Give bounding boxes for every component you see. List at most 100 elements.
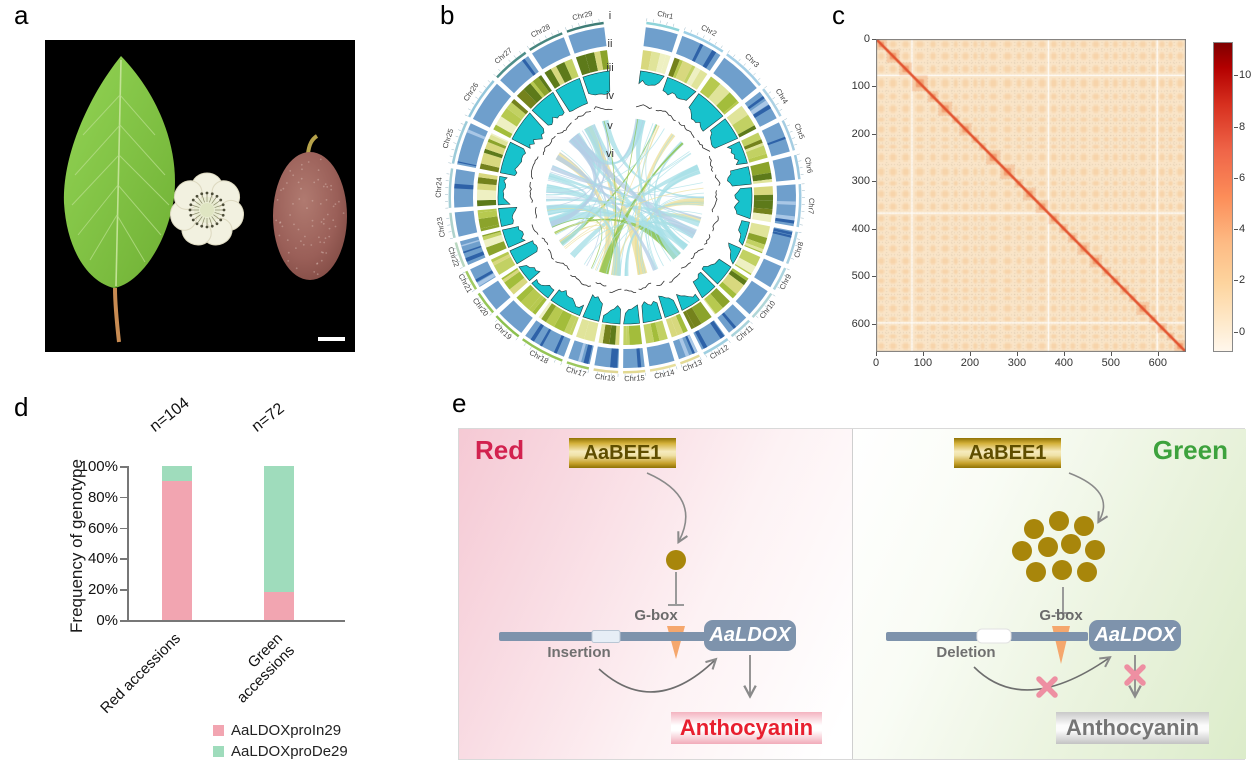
chromosome-label: Chr11 [734,323,755,343]
diagram-graphics [499,472,1146,761]
track-iii-segment [483,234,504,248]
fruit-speckle [330,188,333,191]
synteny-strand [645,124,690,243]
track-iii-segment [668,57,680,78]
track-label-v: v [607,120,613,132]
chromosome-label: Chr15 [624,373,645,383]
chromosome-label: Chr13 [681,358,703,374]
anther-dot [189,213,193,217]
synteny-strand [558,124,605,241]
synteny-strand [547,208,614,275]
track-v-line [655,109,676,122]
track-iii-segment [655,320,668,341]
track-v-line [624,289,637,293]
anther-dot [221,203,225,207]
track-iii-segment [516,89,537,109]
legend-item-de29: AaLDOXproDe29 [213,743,348,760]
track-iii-segment [753,207,773,215]
anther-dot [210,224,214,228]
y-axis-title: Frequency of genotype [67,459,86,633]
track-v-line [638,282,652,291]
ruler-tick [748,68,751,71]
flower-image [169,172,245,246]
track-v-line [542,135,556,156]
synteny-ribbon [634,133,676,275]
track-ii-stripe [522,58,536,76]
stamen-filament [196,216,203,224]
track-iii-segment [495,116,517,134]
track-iii-segment [723,101,739,115]
synteny-ribbon [554,218,681,260]
track-iii-segment [737,125,757,138]
track-iii-segment [741,132,762,147]
synteny-strand [573,128,603,166]
fruit-speckle [320,259,323,262]
ruler-tick [798,231,802,233]
fruit-speckle [328,235,331,238]
track-iv-histogram [582,294,603,322]
ruler-tick [702,35,705,39]
track-iv-histogram [509,240,538,265]
track-ii-stripe [767,136,786,146]
track-iv-histogram [623,304,640,325]
track-iii-segment [528,295,545,313]
track-iv-histogram [518,265,541,282]
legend: AaLDOXproIn29 AaLDOXproDe29 [213,722,348,764]
ruler-tick [780,280,784,283]
track-v-line [529,181,533,203]
chromosome-label: Chr26 [461,81,480,103]
track-i-ideogram [593,368,619,374]
synteny-strand [577,124,606,164]
sample-size-label: n=104 [146,394,193,436]
track-iii-segment [482,231,502,241]
synteny-strand [650,170,700,267]
track-iii-segment [716,92,738,114]
y-axis-line [127,466,129,620]
track-iv-histogram [499,141,526,176]
track-iii-segment [609,325,617,345]
fruit-speckle [325,252,328,254]
track-v-line [574,111,591,120]
track-i-ideogram [649,363,677,372]
fruit-speckle [328,227,331,230]
fruit-speckle [325,199,328,201]
stamen-filament [213,199,221,206]
ruler-tick [728,340,731,344]
track-label-vi: vi [606,148,614,160]
synteny-ribbon [546,184,679,258]
y-tick-label: 60% [87,519,118,537]
track-i-ideogram [781,120,796,151]
track-v-line [593,106,613,111]
track-iii-segment [691,301,712,324]
track-iv-histogram [727,166,752,187]
synteny-ribbon [589,124,688,249]
track-iv-histogram [701,258,732,285]
ruler-tick [541,353,544,357]
sample-size-label: n=72 [248,400,288,436]
anther-dot [215,194,219,198]
track-iv-histogram [638,70,665,86]
deletion-effect-arrow [973,658,1109,691]
ruler-tick [720,45,723,49]
track-iii-segment [675,313,688,334]
fruit-speckle [332,205,335,208]
track-iii-segment [594,51,604,71]
track-iii-segment [576,318,590,340]
track-v-line [678,121,695,139]
track-v-line [709,156,714,172]
genotype-frequency-chart: Frequency of genotype 0% 20% 40% 60% 80% 100%… [0,392,470,768]
track-v-line [697,140,711,152]
fruit-speckle [319,241,322,243]
synteny-strand [563,187,704,248]
track-ii-band [646,342,675,367]
track-iii-segment [683,310,695,330]
fruit-speckle [311,225,314,227]
stamen-filament [190,212,200,216]
track-i-ideogram [468,80,495,118]
heatmap-y-tick-label: 200 [851,127,870,140]
track-iii-segment [504,271,525,290]
track-iii-segment [753,186,773,196]
track-iii-segment [480,224,500,232]
track-ii-stripe [753,104,772,118]
ruler-tick [743,63,746,66]
